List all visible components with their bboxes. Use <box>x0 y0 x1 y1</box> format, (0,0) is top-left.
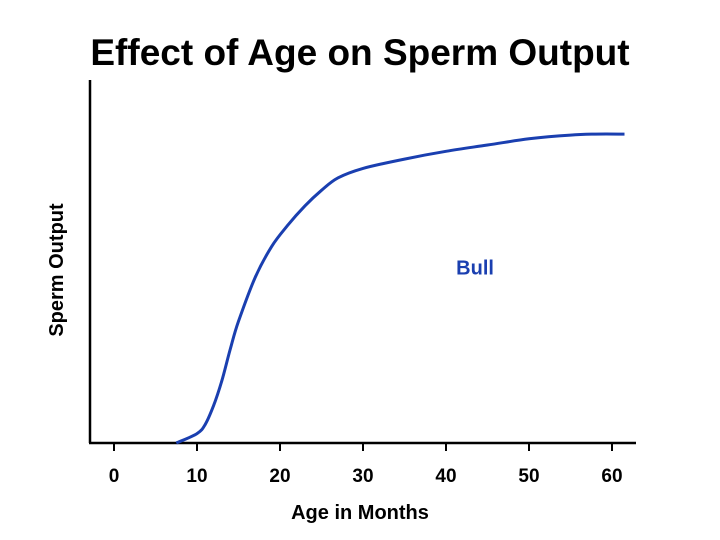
x-tick-label: 10 <box>186 466 207 487</box>
y-axis-title: Sperm Output <box>46 203 68 337</box>
series-line-bull <box>175 132 625 445</box>
chart-title: Effect of Age on Sperm Output <box>90 32 630 73</box>
series-label-annotation: Bull <box>456 258 494 280</box>
x-axis-title: Age in Months <box>291 502 429 524</box>
x-axis-ticks: 0 10 20 30 40 50 60 <box>109 443 623 487</box>
x-tick-label: 30 <box>352 466 373 487</box>
x-tick-label: 40 <box>435 466 456 487</box>
annotation-layer: Bull <box>456 258 494 280</box>
x-tick-label: 0 <box>109 466 120 487</box>
x-tick-label: 50 <box>518 466 539 487</box>
x-tick-label: 20 <box>269 466 290 487</box>
chart-axes <box>88 80 636 445</box>
series-layer <box>175 132 625 445</box>
x-tick-label: 60 <box>601 466 622 487</box>
